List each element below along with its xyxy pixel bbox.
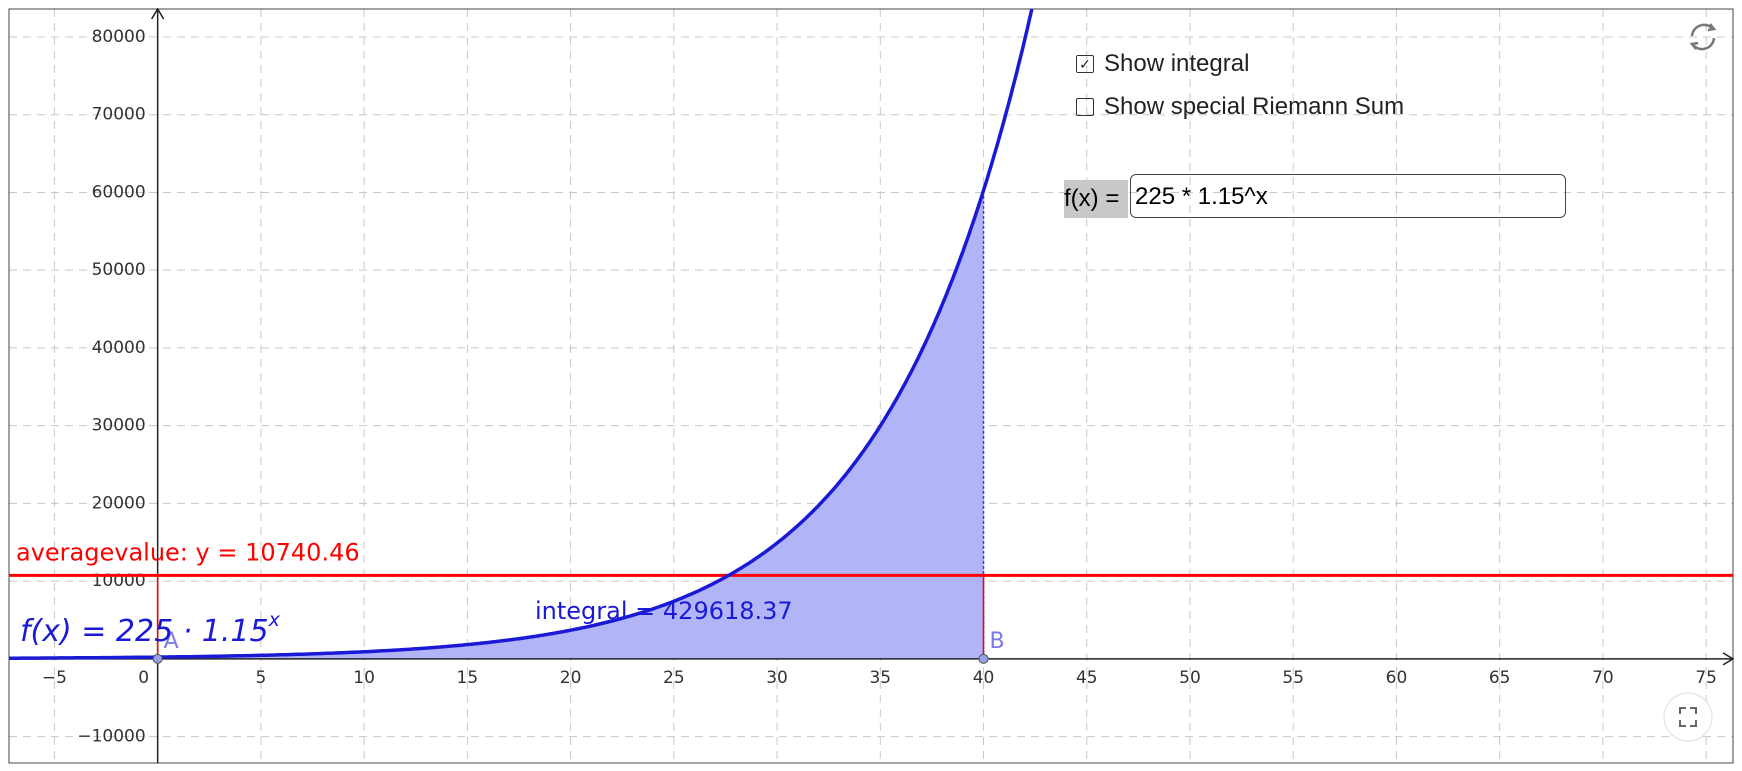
function-curve xyxy=(9,8,1034,660)
checkbox-box[interactable] xyxy=(1076,98,1094,116)
x-tick-label: 55 xyxy=(1282,668,1304,688)
integral-area xyxy=(157,190,984,659)
point xyxy=(152,653,163,664)
x-axis-arrow xyxy=(1722,652,1735,666)
x-tick-label: 45 xyxy=(1076,668,1098,688)
input-box[interactable]: 225 * 1.15^x xyxy=(1130,174,1566,218)
x-tick-label: 60 xyxy=(1386,668,1408,688)
point-label: B xyxy=(990,629,1005,654)
checkbox-box[interactable]: ✓ xyxy=(1076,55,1094,73)
x-tick-label: 25 xyxy=(663,668,685,688)
frame xyxy=(8,8,1734,764)
x-tick-label: −5 xyxy=(42,668,67,688)
y-tick-label: −10000 xyxy=(77,727,145,747)
x-tick-label: 75 xyxy=(1695,668,1717,688)
function-label: f(x) = 225 · 1.15x xyxy=(20,609,281,649)
fullscreen-button[interactable] xyxy=(1663,692,1713,742)
checkbox-label[interactable]: Show special Riemann Sum xyxy=(1104,93,1405,120)
x-tick-label: 65 xyxy=(1489,668,1511,688)
x-tick-label: 10 xyxy=(353,668,375,688)
x-tick-label: 70 xyxy=(1592,668,1614,688)
y-tick-label: 30000 xyxy=(92,416,146,436)
reset-icon xyxy=(1689,23,1717,51)
x-tick-label: 50 xyxy=(1179,668,1201,688)
point xyxy=(978,653,989,664)
y-tick-label: 50000 xyxy=(92,260,146,280)
y-tick-label: 20000 xyxy=(92,493,146,513)
y-axis-arrow xyxy=(151,7,165,20)
checkbox-label[interactable]: Show integral xyxy=(1104,50,1250,77)
function-label-exponent: x xyxy=(268,609,281,631)
checkbox[interactable]: Show special Riemann Sum xyxy=(1076,93,1404,121)
integral-label: integral = 429618.37 xyxy=(535,597,793,625)
checkbox[interactable]: ✓ Show integral xyxy=(1076,50,1249,78)
y-tick-label: 70000 xyxy=(92,105,146,125)
x-tick-label: 35 xyxy=(869,668,891,688)
x-tick-label: 15 xyxy=(457,668,479,688)
function-label-base: f(x) = 225 · 1.15 xyxy=(20,614,269,649)
average-label: averagevalue: y = 10740.46 xyxy=(16,538,360,566)
x-tick-label: 0 xyxy=(138,668,149,688)
x-tick-label: 30 xyxy=(766,668,788,688)
x-tick-label: 5 xyxy=(255,668,266,688)
x-tick-label: 20 xyxy=(560,668,582,688)
input-label: f(x) = xyxy=(1064,180,1128,218)
y-tick-label: 80000 xyxy=(92,27,146,47)
x-tick-label: 40 xyxy=(973,668,995,688)
point-label: A xyxy=(164,629,179,654)
y-tick-label: 40000 xyxy=(92,338,146,358)
y-tick-label: 60000 xyxy=(92,182,146,202)
fullscreen-icon xyxy=(1679,707,1697,727)
